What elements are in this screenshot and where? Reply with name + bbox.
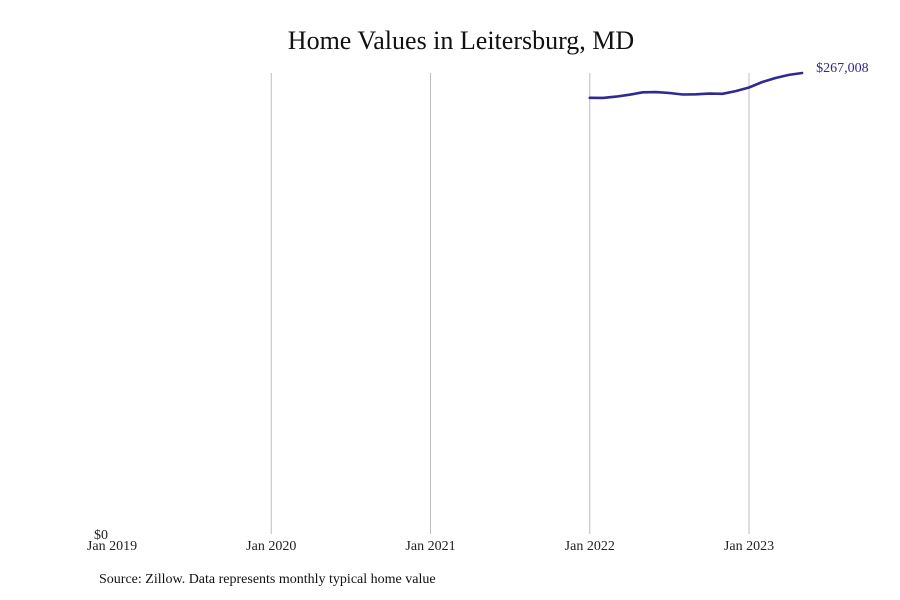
data-labels: $267,008 [816,61,869,76]
grid-lines [270,73,750,534]
y-tick-label: $0 [94,528,108,543]
chart-title: Home Values in Leitersburg, MD [287,26,635,55]
x-tick-label: Jan 2022 [565,539,615,554]
y-axis-ticks: $0 [94,528,108,543]
series-line-0 [588,71,804,100]
source-note: Source: Zillow. Data represents monthly … [99,572,436,587]
x-tick-label: Jan 2023 [724,539,774,554]
x-tick-label: Jan 2021 [405,539,455,554]
x-tick-label: Jan 2020 [246,539,296,554]
series-lines [588,71,804,100]
x-tick-label: Jan 2019 [87,539,137,554]
x-axis-ticks: Jan 2019 Jan 2020 Jan 2021 Jan 2022 Jan 2023 [87,539,774,554]
end-value-label: $267,008 [816,61,869,76]
